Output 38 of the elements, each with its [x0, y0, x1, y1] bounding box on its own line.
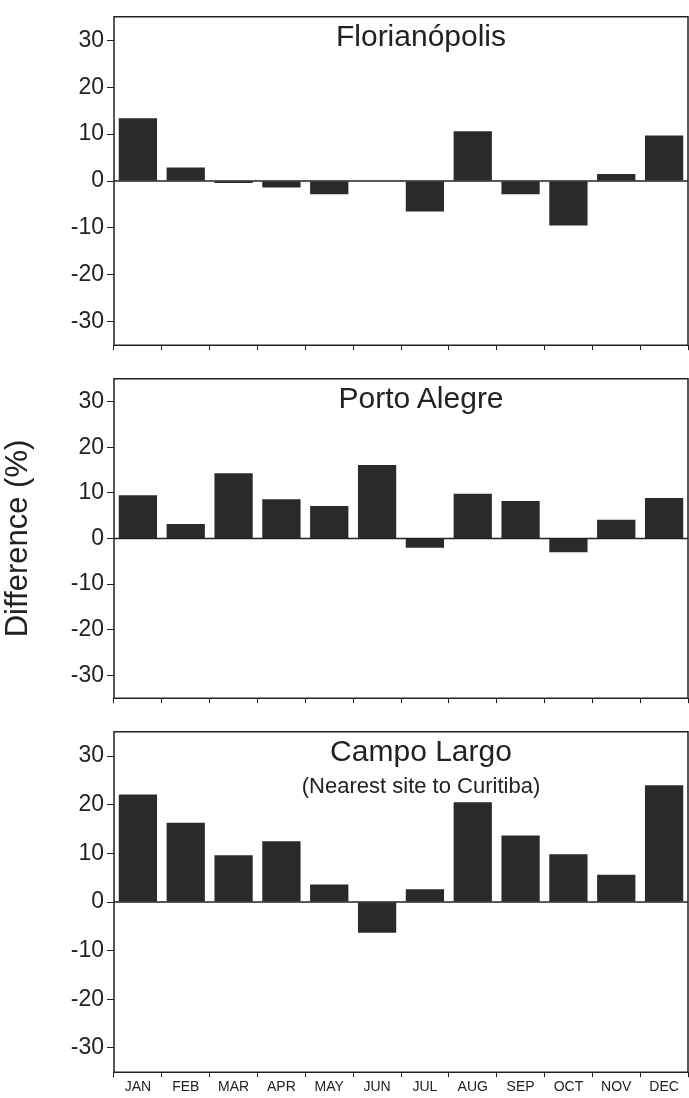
x-tick-label: OCT — [553, 1078, 584, 1095]
y-tick-label: -30 — [70, 307, 104, 334]
x-tick-label: JUL — [412, 1078, 438, 1095]
x-tick-label: JUN — [363, 1078, 391, 1095]
y-tick-label: -10 — [70, 935, 104, 962]
y-tick-label: 20 — [78, 72, 104, 99]
x-tick-label: MAR — [218, 1078, 250, 1095]
y-tick-label: 0 — [91, 166, 104, 193]
y-tick-label: 0 — [91, 887, 104, 914]
y-tick-label: -30 — [70, 1033, 104, 1060]
x-tick-label: DEC — [649, 1078, 679, 1095]
x-tick-label: MAY — [314, 1078, 345, 1095]
y-tick-label: 20 — [78, 790, 104, 817]
y-tick-label: -20 — [70, 260, 104, 287]
y-tick-label: -20 — [70, 615, 104, 642]
y-tick-label: 10 — [78, 119, 104, 146]
y-tick-label: -10 — [70, 569, 104, 596]
x-tick-label: APR — [267, 1078, 296, 1095]
x-tick-label: FEB — [172, 1078, 200, 1095]
y-tick-label: 10 — [78, 478, 104, 505]
y-tick-label: 30 — [78, 741, 104, 768]
text: (Nearest site to Curitiba) — [301, 772, 541, 798]
y-tick-label: -30 — [70, 660, 104, 687]
y-tick-label: -10 — [70, 213, 104, 240]
chart-title: Campo Largo — [330, 734, 512, 768]
x-tick-label: NOV — [601, 1078, 633, 1095]
y-tick-label: 30 — [78, 386, 104, 413]
x-tick-label: SEP — [506, 1078, 535, 1095]
chart-title: Porto Alegre — [338, 381, 504, 415]
y-tick-label: -20 — [70, 984, 104, 1011]
chart-title: Florianópolis — [335, 19, 507, 53]
y-tick-label: 10 — [78, 838, 104, 865]
y-tick-label: 0 — [91, 523, 104, 550]
x-tick-label: JAN — [124, 1078, 152, 1095]
y-axis-title: Difference (%) — [0, 439, 35, 638]
y-tick-label: 30 — [78, 25, 104, 52]
x-tick-label: AUG — [457, 1078, 488, 1095]
y-tick-label: 20 — [78, 432, 104, 459]
